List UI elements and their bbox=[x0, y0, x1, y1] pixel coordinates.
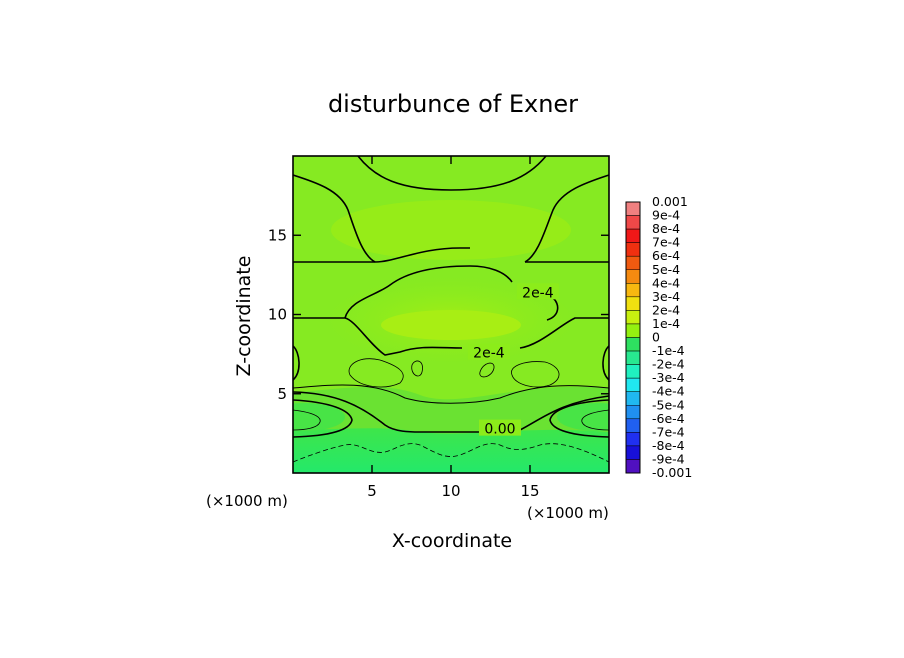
y-axis-label: Z-coordinate bbox=[233, 256, 255, 377]
contour-2e4-middle bbox=[293, 317, 609, 356]
contour-zero-inner-left bbox=[293, 409, 321, 431]
colorbar-label: 0.001 bbox=[652, 194, 688, 209]
contour-thin-small-1 bbox=[411, 360, 423, 377]
colorbar-label: 3e-4 bbox=[652, 289, 680, 304]
colorbar-label: -0.001 bbox=[652, 465, 692, 480]
colorbar-label: 2e-4 bbox=[652, 302, 680, 317]
colorbar-label: -1e-4 bbox=[652, 343, 685, 358]
contour-negative-dashed bbox=[293, 443, 609, 463]
x-axis-label: X-coordinate bbox=[392, 530, 512, 552]
colorbar-label: 9e-4 bbox=[652, 208, 680, 223]
colorbar-label: -8e-4 bbox=[652, 438, 685, 453]
colorbar-swatch bbox=[625, 337, 641, 352]
contour-zero-right-lobe bbox=[549, 399, 609, 438]
colorbar-label: -2e-4 bbox=[652, 357, 685, 372]
colorbar-label: 6e-4 bbox=[652, 248, 680, 263]
contour-zero-main bbox=[293, 391, 609, 433]
contour-label: 2e-4 bbox=[473, 346, 505, 362]
field-right-lobe bbox=[557, 403, 609, 431]
colorbar-swatch bbox=[625, 242, 641, 257]
contour-upper-right bbox=[524, 174, 609, 263]
colorbar-label: 7e-4 bbox=[652, 235, 680, 250]
colorbar-swatch bbox=[625, 350, 641, 365]
contour-upper-band bbox=[293, 247, 470, 263]
colorbar-swatch bbox=[625, 459, 641, 474]
colorbar-swatch bbox=[625, 377, 641, 392]
colorbar-swatch bbox=[625, 215, 641, 230]
y-tick-label: 5 bbox=[277, 385, 287, 403]
contour-thin-left bbox=[348, 358, 404, 388]
colorbar-label: -3e-4 bbox=[652, 370, 685, 385]
chart-title: disturbunce of Exner bbox=[328, 90, 578, 118]
x-tick-label: 15 bbox=[520, 482, 539, 500]
plot-area: 2e-4 2e-4 0.00 bbox=[293, 156, 609, 473]
contour-zero-left-lobe bbox=[293, 399, 353, 438]
field-middle-core bbox=[381, 310, 521, 340]
colorbar: 0.0019e-48e-47e-46e-45e-44e-43e-42e-41e-… bbox=[625, 194, 692, 480]
field-left-lobe bbox=[293, 403, 345, 431]
colorbar-swatch bbox=[625, 391, 641, 406]
colorbar-label: 5e-4 bbox=[652, 262, 680, 277]
colorbar-label: -4e-4 bbox=[652, 384, 685, 399]
field-bottom-band bbox=[293, 428, 609, 473]
colorbar-swatch bbox=[625, 283, 641, 298]
colorbar-swatch bbox=[625, 405, 641, 420]
colorbar-swatch bbox=[625, 432, 641, 447]
contour-label-bg bbox=[467, 343, 510, 360]
axis-tick-labels: 5 10 15 5 10 15 bbox=[268, 226, 540, 500]
colorbar-label: -9e-4 bbox=[652, 451, 685, 466]
contour-left-inner bbox=[293, 345, 300, 381]
contour-label-bg bbox=[478, 419, 521, 436]
contour-zero-inner-right bbox=[581, 409, 609, 431]
contour-thin-small-2 bbox=[479, 362, 495, 378]
contour-lines bbox=[293, 156, 609, 463]
contour-labels: 2e-4 2e-4 0.00 bbox=[467, 283, 559, 438]
colorbar-label: 1e-4 bbox=[652, 316, 680, 331]
colorbar-swatch bbox=[625, 255, 641, 271]
contour-zero-outer bbox=[293, 384, 609, 404]
contour-thin-right bbox=[511, 361, 560, 388]
colorbar-frame bbox=[625, 201, 641, 474]
colorbar-swatch bbox=[625, 323, 641, 338]
colorbar-swatch bbox=[625, 228, 641, 243]
colorbar-swatch bbox=[625, 418, 641, 433]
colorbar-swatch bbox=[625, 445, 641, 460]
colorbar-swatch bbox=[625, 269, 641, 284]
contour-2e4-upper bbox=[344, 265, 559, 321]
x-unit-label-left: (×1000 m) bbox=[206, 492, 288, 510]
contour-right-inner bbox=[602, 345, 609, 381]
contour-upper-left bbox=[293, 174, 376, 263]
colorbar-swatch bbox=[625, 201, 641, 216]
colorbar-label: -5e-4 bbox=[652, 397, 685, 412]
colorbar-label: 0 bbox=[652, 330, 660, 345]
contour-label-bg bbox=[516, 283, 559, 300]
colorbar-label: 4e-4 bbox=[652, 275, 680, 290]
contour-top-arc bbox=[357, 156, 547, 191]
colorbar-label: -7e-4 bbox=[652, 424, 685, 439]
colorbar-swatch bbox=[625, 364, 641, 379]
colorbar-swatch bbox=[625, 296, 641, 311]
contour-label: 0.00 bbox=[484, 422, 515, 438]
x-unit-label-right: (×1000 m) bbox=[527, 504, 609, 522]
x-tick-label: 10 bbox=[441, 482, 460, 500]
colorbar-label: -6e-4 bbox=[652, 411, 685, 426]
colorbar-swatch bbox=[625, 310, 641, 325]
axis-ticks bbox=[293, 156, 609, 473]
x-tick-label: 5 bbox=[367, 482, 377, 500]
y-tick-label: 10 bbox=[268, 306, 287, 324]
colorbar-label: 8e-4 bbox=[652, 221, 680, 236]
contour-label: 2e-4 bbox=[522, 285, 554, 301]
field-upper-light bbox=[331, 200, 571, 260]
y-tick-label: 15 bbox=[268, 226, 287, 244]
